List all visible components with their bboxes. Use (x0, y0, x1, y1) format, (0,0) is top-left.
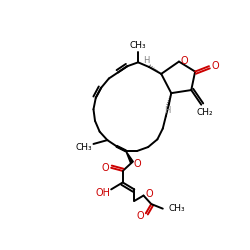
Text: O: O (137, 210, 144, 220)
Text: CH₃: CH₃ (130, 41, 146, 50)
Text: O: O (180, 56, 188, 66)
Text: O: O (134, 159, 141, 169)
Text: CH₃: CH₃ (169, 204, 186, 213)
Text: CH₃: CH₃ (76, 143, 92, 152)
Polygon shape (126, 151, 133, 163)
Text: OH: OH (95, 188, 110, 198)
Text: O: O (211, 61, 219, 71)
Text: H: H (164, 106, 170, 115)
Text: CH₂: CH₂ (196, 108, 213, 117)
Text: O: O (102, 163, 110, 173)
Text: O: O (145, 189, 153, 199)
Text: H: H (143, 56, 149, 65)
